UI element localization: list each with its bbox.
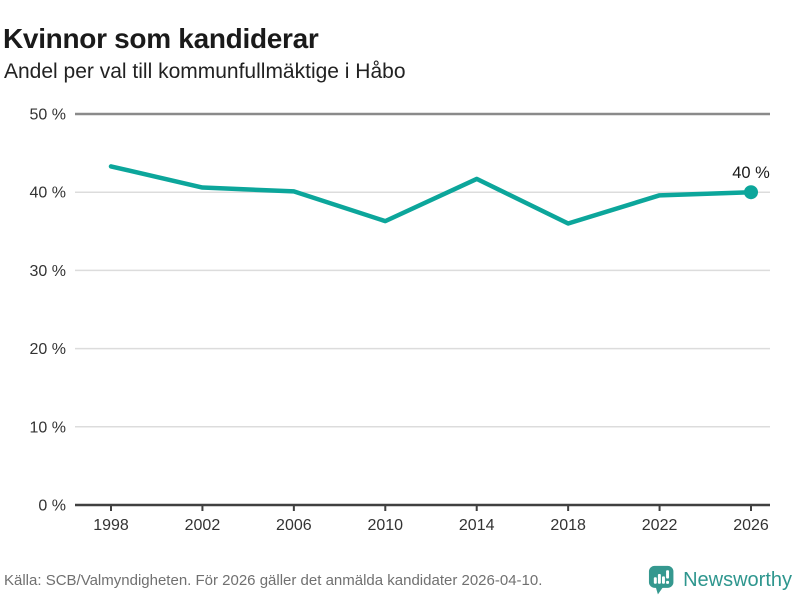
page-title: Kvinnor som kandiderar bbox=[3, 22, 319, 54]
y-axis-label: 20 % bbox=[30, 341, 66, 358]
y-axis-label: 10 % bbox=[30, 419, 66, 436]
x-axis-label: 2014 bbox=[459, 517, 495, 534]
chart-subtitle: Andel per val till kommunfullmäktige i H… bbox=[4, 60, 406, 83]
y-axis-label: 0 % bbox=[38, 498, 66, 515]
x-axis-label: 2006 bbox=[276, 517, 312, 534]
y-axis-label: 40 % bbox=[30, 185, 66, 202]
y-axis-label: 30 % bbox=[30, 263, 66, 280]
x-axis-label: 2002 bbox=[185, 517, 221, 534]
last-point-marker bbox=[744, 185, 758, 200]
x-axis-label: 2022 bbox=[642, 517, 678, 534]
source-note: Källa: SCB/Valmyndigheten. För 2026 gäll… bbox=[4, 572, 543, 589]
brand-name: Newsworthy bbox=[683, 569, 792, 591]
x-axis-label: 2018 bbox=[550, 517, 586, 534]
newsworthy-brand: Newsworthy bbox=[648, 565, 792, 596]
x-axis-label: 1998 bbox=[93, 517, 129, 534]
last-point-value-label: 40 % bbox=[732, 164, 770, 182]
data-line bbox=[108, 164, 754, 226]
x-axis-label: 2026 bbox=[733, 517, 769, 534]
newsworthy-logo-icon bbox=[649, 565, 674, 595]
y-axis-label: 50 % bbox=[30, 107, 66, 124]
footer: Källa: SCB/Valmyndigheten. För 2026 gäll… bbox=[0, 565, 800, 596]
x-axis-label: 2010 bbox=[367, 517, 403, 534]
